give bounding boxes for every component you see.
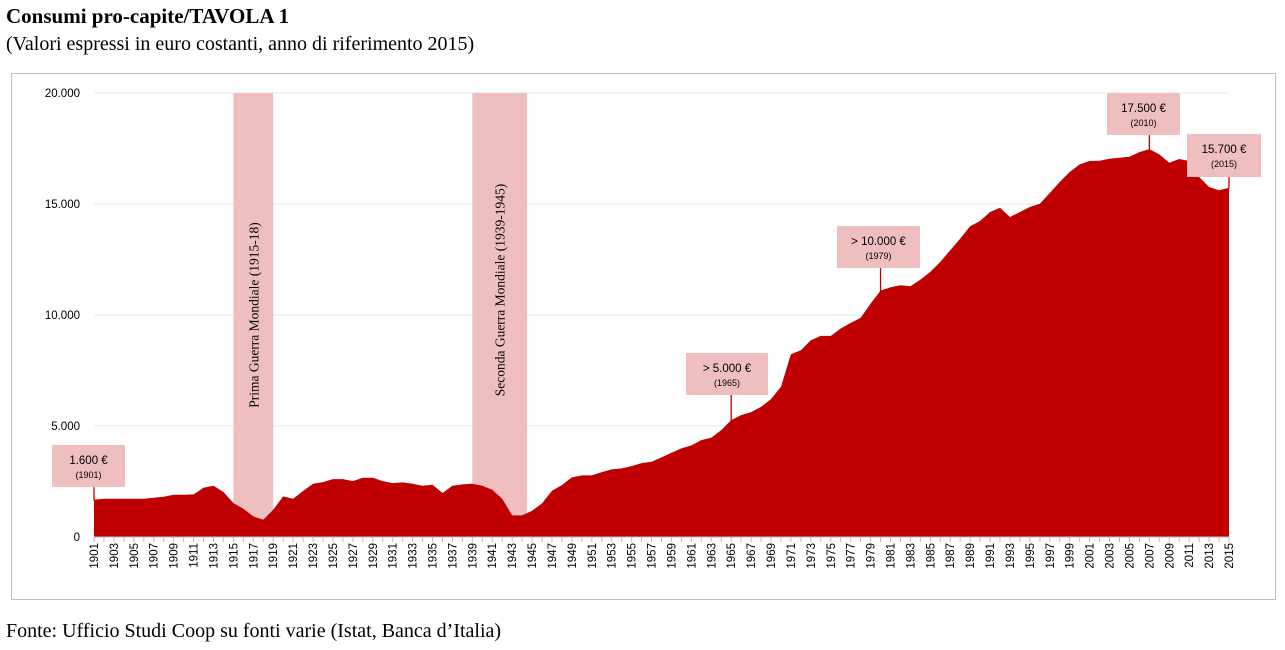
x-tick-label: 2009 <box>1164 543 1176 569</box>
x-tick-label: 1997 <box>1045 543 1057 569</box>
annotation-box <box>837 226 920 268</box>
y-tick-label: 20.000 <box>45 88 80 100</box>
annotation-value: 1.600 € <box>69 455 108 467</box>
x-tick-label: 1989 <box>965 543 977 569</box>
x-tick-label: 2013 <box>1204 543 1216 569</box>
x-tick-label: 1969 <box>766 543 778 569</box>
x-tick-label: 1919 <box>268 543 280 569</box>
x-tick-label: 1927 <box>348 543 360 569</box>
x-tick-label: 1955 <box>627 543 639 569</box>
x-tick-label: 1971 <box>786 543 798 569</box>
war-band-label: Prima Guerra Mondiale (1915-18) <box>246 222 261 408</box>
x-tick-label: 1909 <box>169 543 181 569</box>
annotation-year: (2015) <box>1211 159 1237 169</box>
x-tick-label: 1953 <box>607 543 619 569</box>
source-note: Fonte: Ufficio Studi Coop su fonti varie… <box>6 620 502 642</box>
x-tick-label: 1915 <box>228 543 240 569</box>
x-tick-label: 1933 <box>408 543 420 569</box>
annotation-value: 17.500 € <box>1121 103 1166 115</box>
x-tick-label: 1965 <box>726 543 738 569</box>
x-tick-label: 2015 <box>1224 543 1236 569</box>
x-tick-label: 1945 <box>527 543 539 569</box>
annotation-year: (2010) <box>1130 118 1156 128</box>
x-tick-label: 1995 <box>1025 543 1037 569</box>
war-band <box>472 93 528 537</box>
x-tick-label: 1949 <box>567 543 579 569</box>
x-tick-label: 1913 <box>208 543 220 569</box>
x-tick-label: 1999 <box>1065 543 1077 569</box>
chart-title: Consumi pro-capite/TAVOLA 1 <box>6 4 290 28</box>
x-tick-label: 1941 <box>487 543 499 569</box>
annotation-value: > 10.000 € <box>851 236 906 248</box>
x-tick-label: 1991 <box>985 543 997 569</box>
x-tick-label: 1917 <box>248 543 260 569</box>
x-tick-label: 1973 <box>806 543 818 569</box>
x-tick-label: 1993 <box>1005 543 1017 569</box>
annotation-year: (1979) <box>865 251 891 261</box>
chart-frame <box>11 73 1276 600</box>
annotation-box <box>1187 134 1261 177</box>
x-tick-label: 1923 <box>308 543 320 569</box>
x-tick-label: 1907 <box>149 543 161 569</box>
annotation-year: (1965) <box>714 378 740 388</box>
x-tick-label: 1943 <box>507 543 519 569</box>
x-tick-label: 1937 <box>447 543 459 569</box>
x-tick-label: 1935 <box>428 543 440 569</box>
x-tick-label: 1959 <box>666 543 678 569</box>
x-tick-label: 1931 <box>388 543 400 569</box>
x-tick-label: 1985 <box>925 543 937 569</box>
y-tick-label: 10.000 <box>45 310 80 322</box>
x-tick-label: 1951 <box>587 543 599 569</box>
x-tick-label: 1981 <box>885 543 897 569</box>
x-tick-label: 1975 <box>826 543 838 569</box>
x-tick-label: 1925 <box>328 543 340 569</box>
x-tick-label: 1961 <box>686 543 698 569</box>
consumption-area <box>94 149 1229 537</box>
annotation-box <box>52 445 125 487</box>
x-tick-label: 1967 <box>746 543 758 569</box>
x-tick-label: 1929 <box>368 543 380 569</box>
war-band-label: Seconda Guerra Mondiale (1939-1945) <box>493 184 508 397</box>
y-tick-label: 0 <box>74 532 80 544</box>
annotation-box <box>1107 93 1180 135</box>
x-tick-label: 1983 <box>905 543 917 569</box>
x-tick-label: 2007 <box>1144 543 1156 569</box>
x-tick-label: 1963 <box>706 543 718 569</box>
war-band <box>233 93 274 537</box>
annotation-box <box>686 353 768 395</box>
x-tick-label: 1911 <box>189 543 201 568</box>
x-tick-label: 1947 <box>547 543 559 569</box>
x-tick-label: 2003 <box>1105 543 1117 569</box>
chart-subtitle: (Valori espressi in euro costanti, anno … <box>6 33 475 55</box>
x-tick-label: 1987 <box>945 543 957 569</box>
x-tick-label: 1903 <box>109 543 121 569</box>
y-tick-label: 15.000 <box>45 199 80 211</box>
annotation-value: 15.700 € <box>1202 144 1247 156</box>
x-tick-label: 2005 <box>1124 543 1136 569</box>
y-tick-label: 5.000 <box>51 421 80 433</box>
x-tick-label: 1939 <box>467 543 479 569</box>
x-tick-label: 1921 <box>288 543 300 569</box>
x-tick-label: 1957 <box>647 543 659 569</box>
x-tick-label: 2001 <box>1085 543 1097 569</box>
annotation-year: (1901) <box>75 470 101 480</box>
annotation-value: > 5.000 € <box>703 363 752 375</box>
x-tick-label: 1905 <box>129 543 141 569</box>
x-tick-label: 2011 <box>1184 543 1196 568</box>
x-tick-label: 1977 <box>846 543 858 569</box>
x-tick-label: 1901 <box>89 543 101 569</box>
x-tick-label: 1979 <box>866 543 878 569</box>
